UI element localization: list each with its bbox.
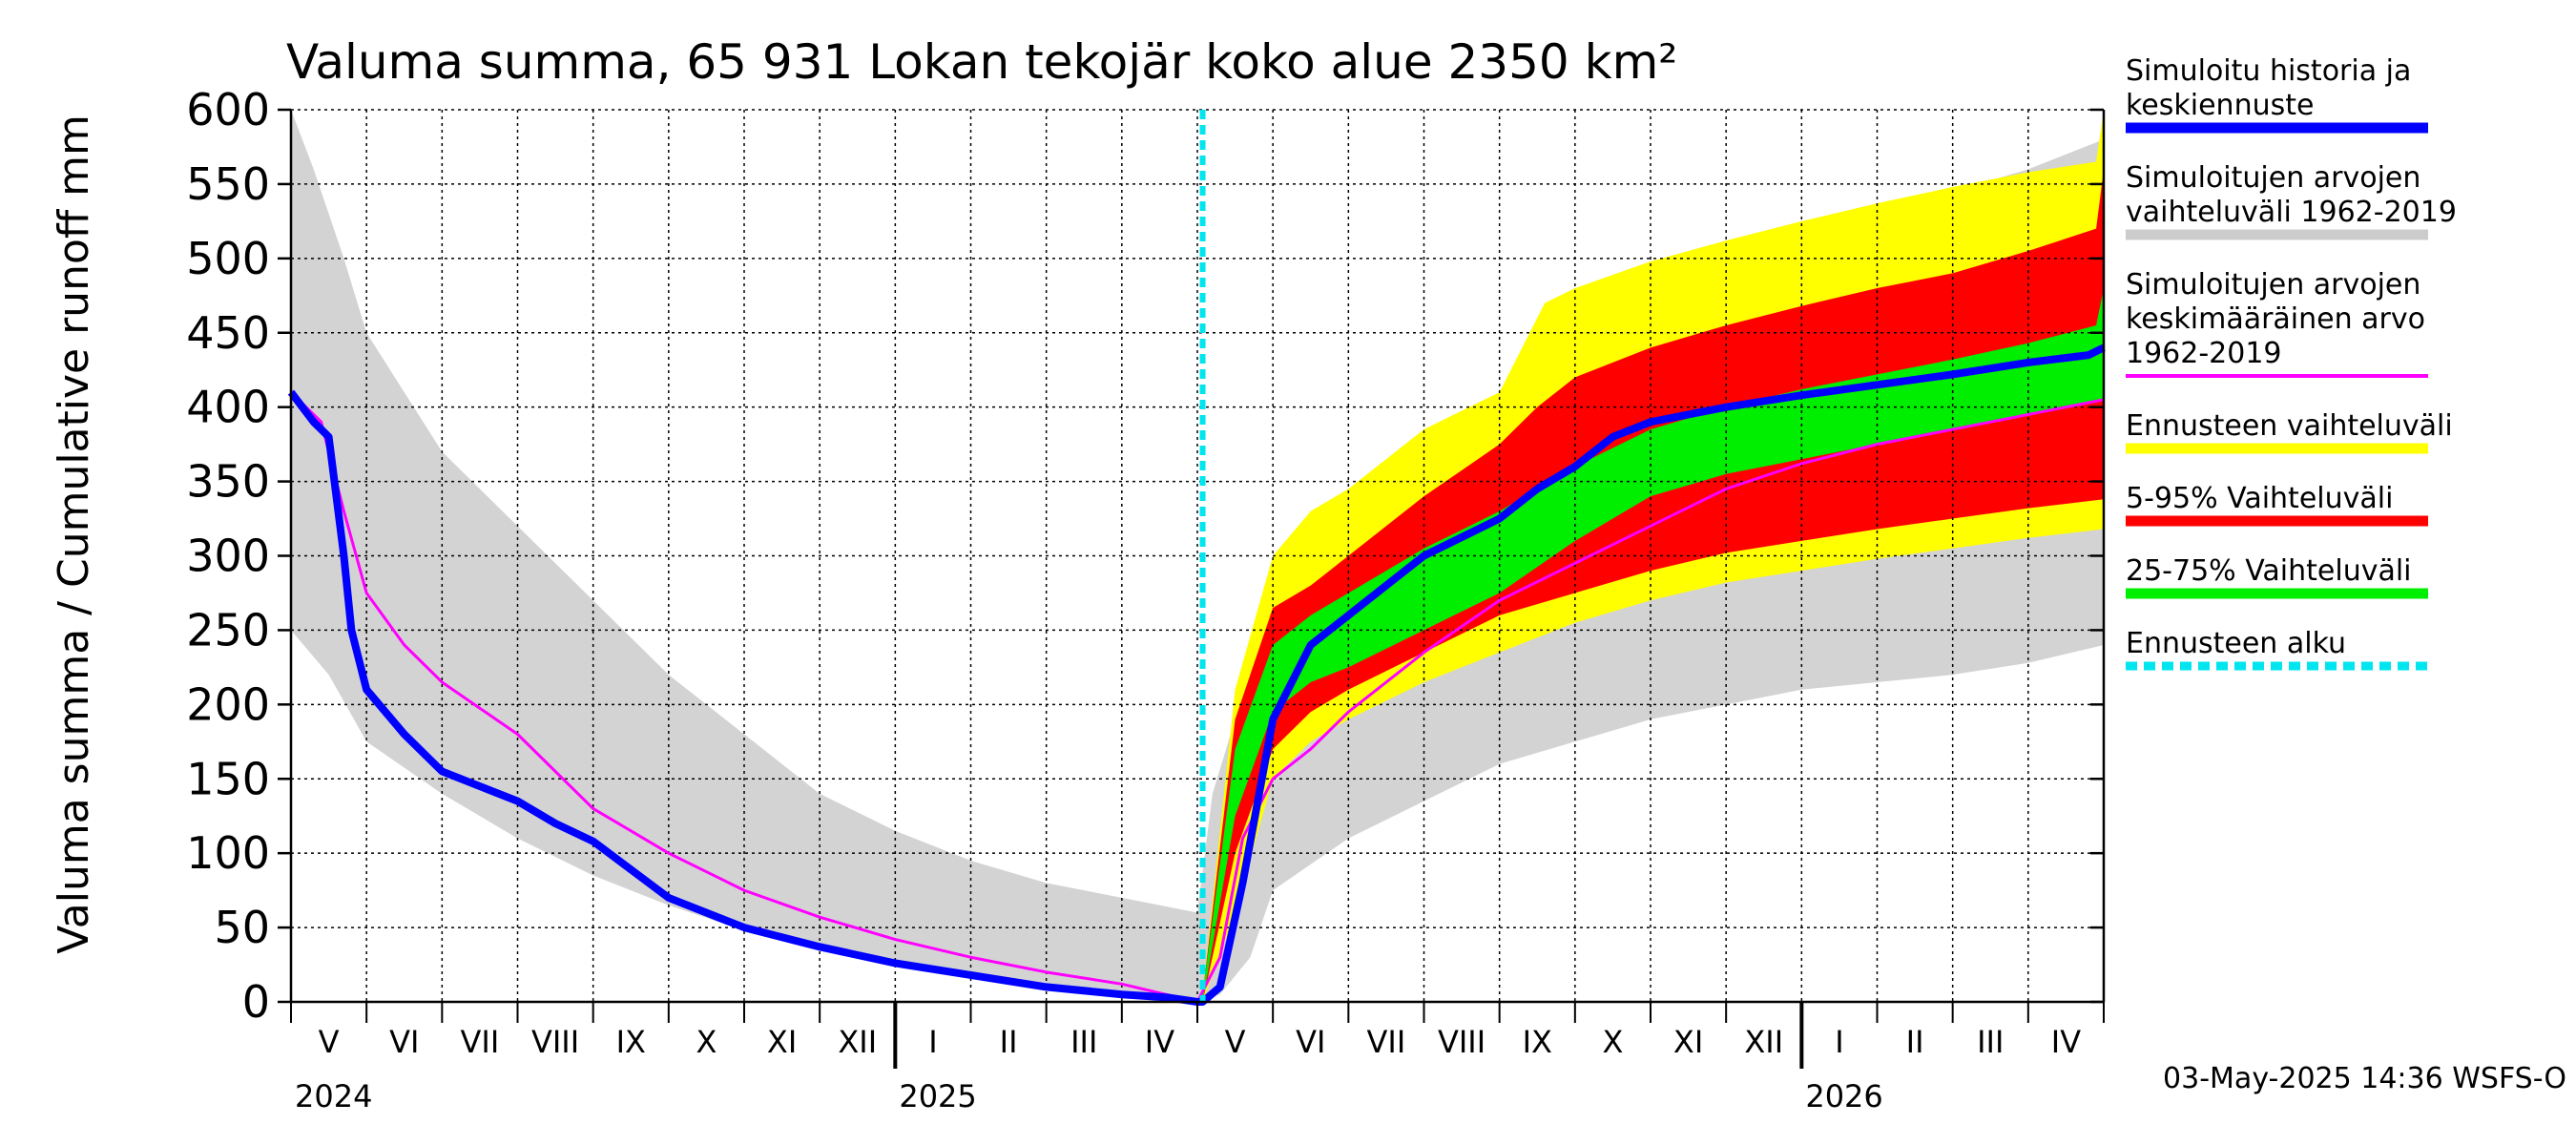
month-label: XI bbox=[1673, 1024, 1703, 1060]
month-label: VIII bbox=[1438, 1024, 1485, 1060]
y-tick-label: 50 bbox=[214, 902, 270, 953]
month-label: II bbox=[1000, 1024, 1018, 1060]
month-label: VII bbox=[461, 1024, 500, 1060]
month-label: III bbox=[1070, 1024, 1097, 1060]
y-tick-label: 550 bbox=[186, 158, 270, 210]
month-label: II bbox=[1906, 1024, 1924, 1060]
legend-label: Ennusteen alku bbox=[2126, 627, 2346, 660]
y-tick-label: 400 bbox=[186, 382, 270, 433]
month-label: IX bbox=[616, 1024, 646, 1060]
year-label: 2026 bbox=[1805, 1078, 1882, 1114]
y-tick-label: 200 bbox=[186, 678, 270, 730]
year-label: 2025 bbox=[899, 1078, 976, 1114]
y-axis-label: Valuma summa / Cumulative runoff mm bbox=[50, 114, 98, 954]
chart-title: Valuma summa, 65 931 Lokan tekojär koko … bbox=[286, 34, 1677, 90]
month-label: III bbox=[1977, 1024, 2004, 1060]
y-tick-label: 450 bbox=[186, 307, 270, 359]
month-label: VI bbox=[1296, 1024, 1325, 1060]
month-label: I bbox=[928, 1024, 937, 1060]
month-label: X bbox=[1602, 1024, 1623, 1060]
month-label: VIII bbox=[531, 1024, 579, 1060]
legend-label: Simuloitujen arvojen bbox=[2126, 161, 2420, 195]
month-label: V bbox=[1225, 1024, 1246, 1060]
month-label: V bbox=[319, 1024, 340, 1060]
footer-timestamp: 03-May-2025 14:36 WSFS-O bbox=[2163, 1062, 2566, 1095]
legend-label: vaihteluväli 1962-2019 bbox=[2126, 196, 2457, 229]
y-tick-label: 250 bbox=[186, 604, 270, 656]
month-label: IV bbox=[1145, 1024, 1174, 1060]
legend-label: Ennusteen vaihteluväli bbox=[2126, 409, 2453, 443]
y-tick-label: 150 bbox=[186, 753, 270, 804]
legend-label: Simuloitu historia ja bbox=[2126, 54, 2411, 88]
month-label: VII bbox=[1367, 1024, 1406, 1060]
month-label: XII bbox=[838, 1024, 877, 1060]
y-tick-label: 100 bbox=[186, 827, 270, 879]
legend-label: 1962-2019 bbox=[2126, 337, 2282, 370]
month-label: IX bbox=[1523, 1024, 1552, 1060]
month-label: IV bbox=[2051, 1024, 2081, 1060]
y-tick-label: 350 bbox=[186, 456, 270, 508]
y-tick-label: 300 bbox=[186, 531, 270, 582]
y-tick-label: 0 bbox=[242, 976, 270, 1028]
legend-label: keskimääräinen arvo bbox=[2126, 302, 2425, 336]
legend-label: 25-75% Vaihteluväli bbox=[2126, 554, 2412, 588]
month-label: X bbox=[696, 1024, 717, 1060]
month-label: I bbox=[1835, 1024, 1843, 1060]
legend-label: keskiennuste bbox=[2126, 89, 2314, 122]
legend-label: Simuloitujen arvojen bbox=[2126, 268, 2420, 302]
year-label: 2024 bbox=[295, 1078, 372, 1114]
month-label: XII bbox=[1744, 1024, 1783, 1060]
y-tick-label: 500 bbox=[186, 233, 270, 284]
band-25-75 bbox=[1202, 288, 2104, 1002]
month-label: XI bbox=[767, 1024, 797, 1060]
month-label: VI bbox=[389, 1024, 419, 1060]
legend-label: 5-95% Vaihteluväli bbox=[2126, 482, 2393, 515]
y-tick-label: 600 bbox=[186, 84, 270, 135]
